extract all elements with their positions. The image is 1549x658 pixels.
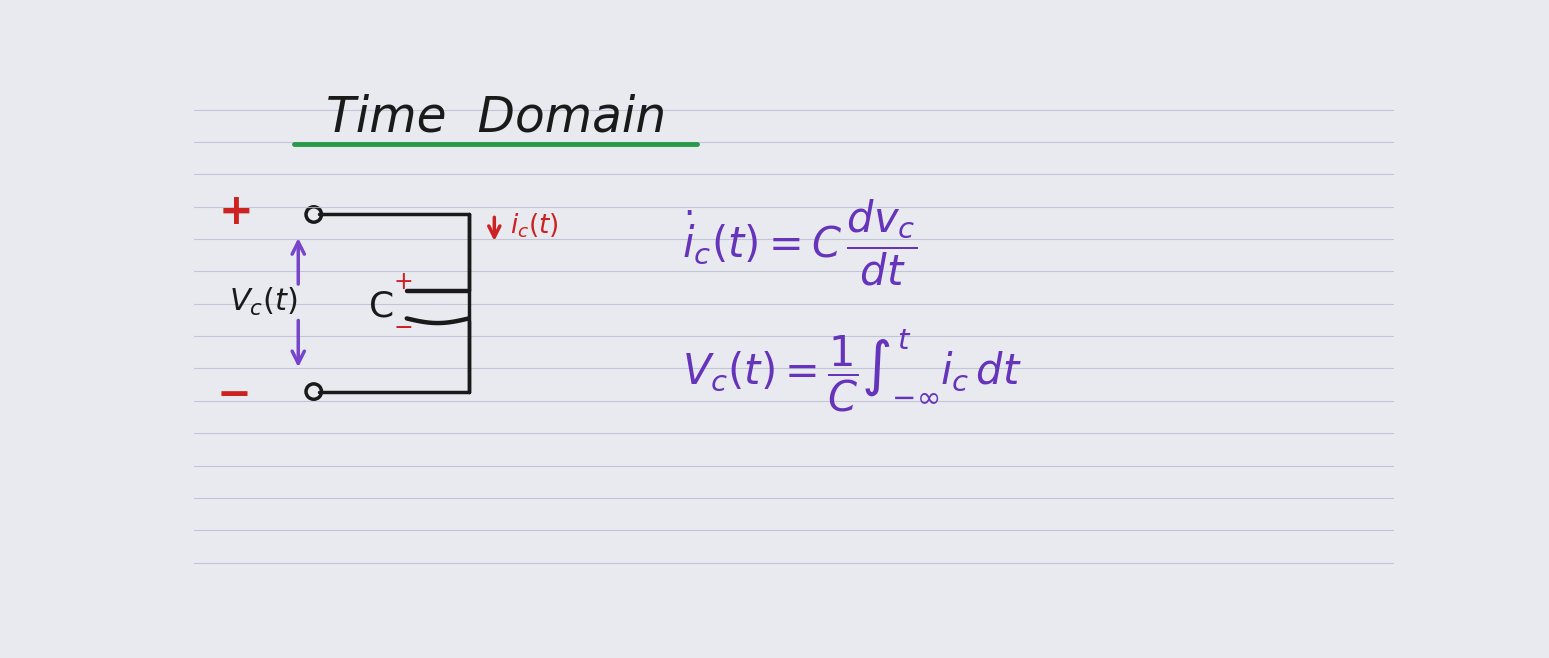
Text: $i_c(t)$: $i_c(t)$ [510, 211, 559, 240]
Text: Time  Domain: Time Domain [325, 93, 666, 141]
Text: $\dot{i}_c(t) = C\,\dfrac{dv_c}{dt}$: $\dot{i}_c(t) = C\,\dfrac{dv_c}{dt}$ [682, 197, 917, 288]
Text: $V_c(t) = \dfrac{1}{C}\int_{-\infty}^{t} i_c\,dt$: $V_c(t) = \dfrac{1}{C}\int_{-\infty}^{t}… [682, 326, 1022, 414]
Text: C: C [369, 289, 393, 323]
Text: +: + [393, 270, 412, 294]
Text: +: + [218, 191, 254, 233]
Text: −: − [393, 316, 412, 340]
Text: −: − [217, 374, 251, 416]
Text: $V_c(t)$: $V_c(t)$ [229, 286, 297, 318]
